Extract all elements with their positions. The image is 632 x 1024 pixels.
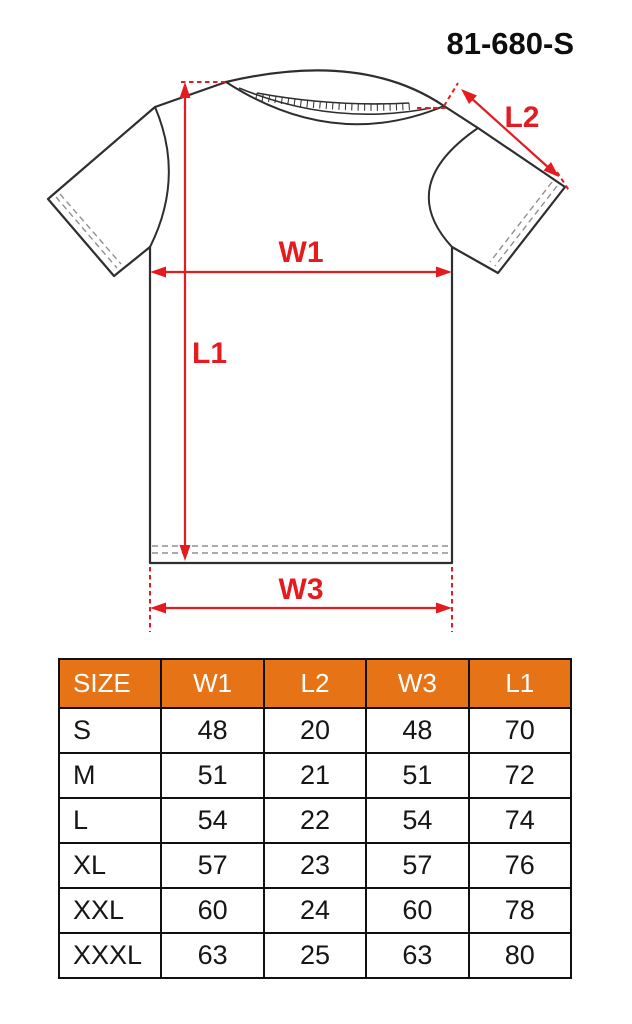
value-cell: 24 [262,887,368,934]
table-row: XXL 60 24 60 78 [57,887,573,934]
value-cell: 76 [467,842,573,889]
table-row: M 51 21 51 72 [57,752,573,799]
table-header-row: SIZE W1 L2 W3 L1 [57,658,573,709]
l2-extension-dashed-top [443,82,459,107]
size-cell: M [57,752,163,799]
value-cell: 63 [365,932,470,979]
value-cell: 72 [467,752,573,799]
value-cell: 60 [160,887,265,934]
value-cell: 23 [262,842,368,889]
table-row: XXXL 63 25 63 80 [57,932,573,979]
value-cell: 48 [160,707,265,754]
value-cell: 60 [365,887,470,934]
size-cell: S [57,707,163,754]
l2-label: L2 [504,101,539,134]
column-header-l2: L2 [262,658,368,709]
collar-back-edge [256,92,410,105]
column-header-w1: W1 [160,658,265,709]
w3-arrowhead-left [150,602,166,614]
collar-stitch-ticks [255,92,410,111]
l1-label: L1 [192,337,227,370]
size-cell: L [57,797,163,844]
value-cell: 57 [160,842,265,889]
tshirt-diagram: L1 W1 L2 W3 [46,69,571,632]
value-cell: 57 [365,842,470,889]
w3-arrowhead-right [436,602,452,614]
column-header-l1: L1 [467,658,573,709]
size-table: SIZE W1 L2 W3 L1 S 48 20 48 70 M 51 21 5… [57,658,573,979]
w1-arrowhead-right [436,266,452,278]
collar-band-inner-edge [238,87,432,116]
table-row: XL 57 23 57 76 [57,842,573,889]
value-cell: 21 [262,752,368,799]
product-code: 81-680-S [446,26,574,61]
l2-arrowhead-bottom [543,162,559,177]
left-cuff-stitching [55,193,122,269]
table-row: L 54 22 54 74 [57,797,573,844]
value-cell: 25 [262,932,368,979]
size-cell: XXXL [57,932,163,979]
value-cell: 22 [262,797,368,844]
right-cuff-stitching [489,181,558,267]
size-cell: XL [57,842,163,889]
value-cell: 80 [467,932,573,979]
l2-arrowhead-top [461,89,477,104]
l1-arrowhead-top [179,82,191,98]
value-cell: 48 [365,707,470,754]
column-header-w3: W3 [365,658,470,709]
w1-label: W1 [279,236,324,269]
w3-label: W3 [279,573,324,606]
value-cell: 54 [365,797,470,844]
column-header-size: SIZE [57,658,163,709]
size-cell: XXL [57,887,163,934]
left-armhole-seam [149,106,170,248]
table-row: S 48 20 48 70 [57,707,573,754]
l1-arrowhead-bottom [179,545,191,561]
value-cell: 63 [160,932,265,979]
value-cell: 51 [365,752,470,799]
value-cell: 70 [467,707,573,754]
value-cell: 20 [262,707,368,754]
value-cell: 74 [467,797,573,844]
l2-extension-dashed-bottom [556,171,571,193]
value-cell: 51 [160,752,265,799]
value-cell: 78 [467,887,573,934]
tshirt-outline [46,69,567,565]
right-armhole-seam [427,127,479,248]
w1-arrowhead-left [150,266,166,278]
collar-neckline [225,81,445,126]
dimension-l2-line [469,96,551,170]
value-cell: 54 [160,797,265,844]
